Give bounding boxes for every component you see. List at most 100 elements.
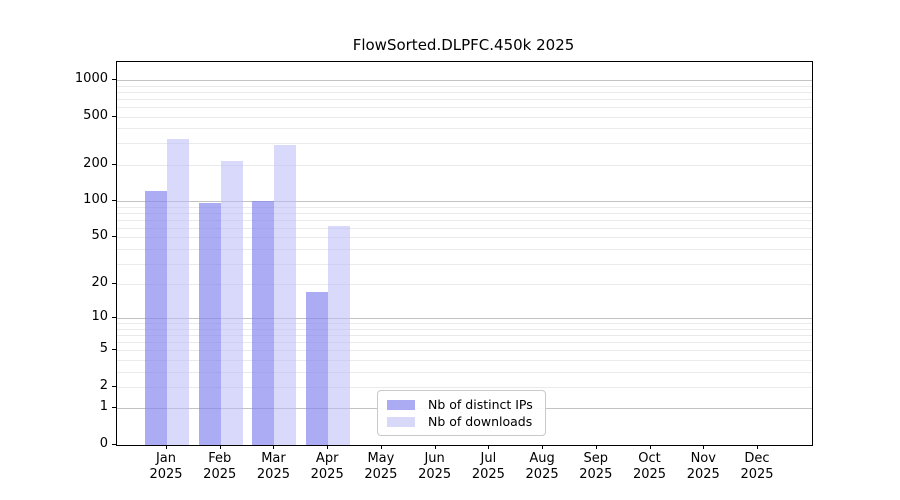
x-tick-label: Jan 2025: [138, 451, 194, 483]
y-tick-mark: [112, 115, 116, 117]
x-tick-year: 2025: [525, 467, 559, 482]
x-tick-year: 2025: [740, 467, 774, 482]
y-tick-label: 5: [99, 341, 108, 357]
x-tick-mark: [703, 445, 705, 449]
x-tick-month: Oct: [638, 451, 661, 466]
x-tick-year: 2025: [149, 467, 183, 482]
minor-gridline: [117, 98, 812, 100]
minor-gridline: [117, 359, 812, 361]
x-tick-mark: [380, 445, 382, 449]
x-tick-label: Sep 2025: [568, 451, 624, 483]
x-tick-label: Mar 2025: [245, 451, 301, 483]
y-tick-label: 50: [91, 228, 108, 244]
x-tick-label: Nov 2025: [675, 451, 731, 483]
x-tick-mark: [488, 445, 490, 449]
y-tick-mark: [112, 236, 116, 238]
minor-gridline: [117, 116, 812, 118]
minor-gridline: [117, 91, 812, 93]
x-tick-year: 2025: [471, 467, 505, 482]
bar-distinct-ips: [198, 203, 221, 445]
y-tick-label: 1000: [74, 71, 108, 86]
x-tick-label: Feb 2025: [192, 451, 248, 483]
major-gridline: [117, 80, 812, 81]
bar-downloads: [220, 161, 243, 445]
minor-gridline: [117, 212, 812, 214]
minor-gridline: [117, 328, 812, 330]
minor-gridline: [117, 335, 812, 337]
minor-gridline: [117, 85, 812, 87]
y-tick-label: 10: [91, 309, 108, 325]
y-tick-label: 200: [83, 155, 108, 171]
x-tick-year: 2025: [579, 467, 613, 482]
minor-gridline: [117, 206, 812, 208]
x-tick-month: Dec: [744, 451, 770, 466]
y-tick-mark: [112, 283, 116, 285]
x-tick-month: Mar: [261, 451, 286, 466]
minor-gridline: [117, 164, 812, 166]
y-tick-mark: [112, 349, 116, 351]
legend-item-distinct-ips: Nb of distinct IPs: [387, 396, 536, 413]
x-tick-month: Jan: [155, 451, 177, 466]
x-tick-year: 2025: [418, 467, 452, 482]
y-tick-mark: [112, 163, 116, 165]
minor-gridline: [117, 237, 812, 239]
x-tick-year: 2025: [364, 467, 398, 482]
y-tick-label: 0: [99, 436, 108, 451]
x-tick-label: May 2025: [353, 451, 409, 483]
x-tick-year: 2025: [256, 467, 290, 482]
minor-gridline: [117, 219, 812, 221]
bar-distinct-ips: [306, 292, 329, 445]
minor-gridline: [117, 128, 812, 130]
x-tick-year: 2025: [203, 467, 237, 482]
y-tick-mark: [112, 407, 116, 409]
x-tick-mark: [595, 445, 597, 449]
minor-gridline: [117, 323, 812, 325]
minor-gridline: [117, 386, 812, 388]
x-tick-month: May: [367, 451, 395, 466]
legend: Nb of distinct IPs Nb of downloads: [377, 390, 546, 436]
x-tick-month: Aug: [529, 451, 555, 466]
x-tick-year: 2025: [632, 467, 667, 482]
y-tick-mark: [112, 444, 116, 445]
minor-gridline: [117, 248, 812, 250]
x-tick-label: Aug 2025: [514, 451, 570, 483]
x-tick-label: Apr 2025: [299, 451, 355, 483]
bar-downloads: [328, 226, 351, 445]
y-tick-label: 100: [83, 192, 108, 208]
major-gridline: [117, 318, 812, 320]
y-tick-label: 20: [91, 275, 108, 291]
minor-gridline: [117, 284, 812, 286]
x-tick-month: Jun: [424, 451, 445, 466]
x-tick-mark: [166, 445, 167, 449]
x-tick-mark: [756, 445, 758, 449]
minor-gridline: [117, 143, 812, 145]
legend-swatch-downloads-icon: [387, 416, 415, 427]
plot-area: [116, 61, 813, 446]
bar-distinct-ips: [145, 190, 167, 445]
chart-title: FlowSorted.DLPFC.450k 2025: [352, 36, 575, 54]
x-tick-mark: [649, 445, 651, 449]
x-tick-mark: [273, 445, 275, 449]
legend-label-downloads: Nb of downloads: [428, 414, 533, 429]
x-tick-month: Nov: [690, 451, 716, 466]
y-tick-mark: [112, 79, 116, 80]
x-tick-label: Oct 2025: [622, 451, 678, 483]
minor-gridline: [117, 106, 812, 108]
bar-downloads: [167, 139, 189, 445]
x-tick-month: Apr: [315, 451, 339, 466]
y-tick-mark: [112, 317, 116, 319]
minor-gridline: [117, 342, 812, 344]
x-tick-year: 2025: [686, 467, 720, 482]
x-tick-month: Jul: [480, 451, 497, 466]
minor-gridline: [117, 227, 812, 229]
bar-downloads: [274, 145, 297, 445]
legend-swatch-distinct-ips-icon: [387, 399, 415, 410]
minor-gridline: [117, 263, 812, 265]
y-tick-mark: [112, 200, 116, 202]
x-tick-mark: [542, 445, 544, 449]
x-tick-month: Feb: [208, 451, 232, 466]
major-gridline: [117, 201, 812, 203]
minor-gridline: [117, 350, 812, 352]
y-tick-mark: [112, 385, 116, 387]
